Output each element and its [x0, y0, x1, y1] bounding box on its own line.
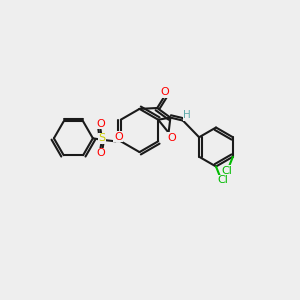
Text: H: H [183, 110, 191, 120]
Text: S: S [98, 133, 106, 143]
Text: O: O [96, 148, 105, 158]
Text: O: O [96, 118, 105, 129]
Text: O: O [160, 87, 169, 98]
Text: Cl: Cl [218, 175, 229, 185]
Text: O: O [114, 132, 123, 142]
Text: O: O [167, 133, 176, 143]
Text: Cl: Cl [221, 166, 232, 176]
